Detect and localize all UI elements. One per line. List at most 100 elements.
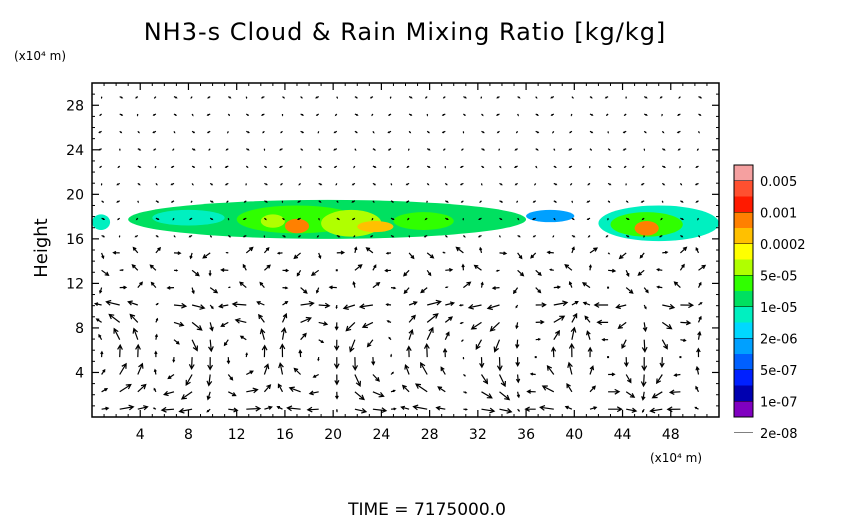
wind-arrow — [679, 263, 685, 271]
wind-arrow — [625, 217, 630, 220]
wind-arrow — [535, 113, 539, 116]
wind-arrow — [493, 339, 501, 353]
wind-arrow — [390, 407, 397, 411]
wind-arrow — [570, 113, 573, 117]
wind-arrow — [173, 96, 178, 99]
vector-dot — [607, 286, 610, 289]
cloud-cell — [260, 214, 285, 228]
wind-arrow — [408, 148, 410, 152]
colorbar-label: 2e-06 — [760, 332, 798, 347]
colorbar-swatch — [734, 354, 753, 370]
wind-arrow — [282, 286, 289, 290]
wind-arrow — [280, 130, 283, 134]
wind-arrow — [333, 148, 338, 151]
wind-arrow — [227, 235, 232, 238]
wind-arrow — [385, 251, 392, 255]
wind-arrow — [535, 337, 542, 341]
wind-arrow — [571, 312, 578, 323]
wind-arrow — [353, 235, 356, 238]
wind-arrow — [571, 234, 576, 238]
wind-arrow — [117, 217, 121, 221]
wind-arrow — [584, 315, 591, 323]
wind-arrow — [408, 252, 415, 260]
wind-arrow — [191, 304, 206, 310]
wind-arrow — [462, 218, 465, 221]
x-tick-label: 24 — [372, 427, 390, 443]
wind-arrow — [679, 183, 683, 186]
wind-arrow — [553, 217, 556, 221]
wind-arrow — [695, 246, 700, 254]
wind-arrow — [228, 96, 232, 99]
wind-arrow — [118, 235, 121, 238]
wind-arrow — [442, 96, 446, 99]
wind-arrow — [498, 148, 501, 152]
wind-arrow — [276, 406, 283, 410]
wind-arrow — [661, 130, 665, 134]
wind-arrow — [354, 264, 363, 271]
colorbar-swatch — [734, 322, 753, 339]
wind-arrow — [135, 96, 139, 99]
wind-arrow — [617, 321, 627, 329]
wind-arrow — [656, 374, 663, 385]
wind-arrow — [445, 200, 449, 203]
wind-arrow — [316, 235, 320, 238]
wind-arrow — [641, 408, 645, 413]
wind-arrow — [336, 250, 346, 255]
wind-arrow — [372, 264, 377, 271]
wind-arrow — [207, 96, 211, 99]
wind-arrow — [312, 373, 319, 378]
wind-arrow — [225, 251, 229, 254]
wind-arrow — [99, 287, 103, 294]
wind-arrow — [550, 346, 557, 358]
wind-arrow — [607, 200, 611, 203]
wind-arrow — [152, 113, 157, 116]
colorbar-swatch — [734, 180, 753, 197]
wind-arrow — [517, 96, 521, 99]
wind-arrow — [263, 235, 266, 238]
time-label: TIME = 7175000.0 — [347, 500, 506, 519]
wind-arrow — [426, 113, 429, 117]
wind-arrow — [481, 407, 496, 414]
wind-arrow — [372, 148, 376, 151]
wind-arrow — [400, 405, 410, 411]
wind-arrow — [372, 281, 381, 289]
wind-arrow — [515, 339, 520, 349]
cloud-cell — [92, 214, 111, 230]
wind-arrow — [535, 96, 538, 99]
wind-arrow — [420, 361, 428, 375]
wind-arrow — [442, 347, 448, 358]
wind-arrow — [462, 131, 465, 134]
wind-arrow — [480, 374, 489, 385]
wind-arrow — [172, 217, 175, 221]
wind-arrow — [455, 246, 464, 254]
wind-arrow — [191, 339, 198, 352]
wind-arrow — [463, 113, 466, 117]
wind-arrow — [155, 317, 159, 323]
wind-arrow — [318, 321, 329, 326]
wind-arrow — [641, 391, 646, 401]
wind-arrow — [571, 246, 575, 254]
wind-arrow — [95, 318, 102, 323]
wind-arrow — [426, 269, 432, 277]
wind-arrow — [479, 357, 485, 369]
wind-arrow — [615, 303, 627, 310]
wind-arrow — [444, 166, 447, 169]
wind-arrow — [335, 183, 338, 186]
y-tick-label: 28 — [66, 98, 84, 114]
wind-arrow — [643, 304, 647, 310]
wind-arrow — [224, 165, 229, 168]
wind-arrow — [626, 407, 638, 413]
wind-arrow — [191, 269, 200, 277]
wind-arrow — [189, 252, 193, 260]
colorbar-label: 0.005 — [760, 175, 797, 190]
wind-arrow — [571, 301, 579, 306]
vector-dot — [534, 356, 537, 359]
wind-arrow — [137, 362, 144, 375]
wind-arrow — [668, 389, 681, 395]
wind-arrow — [100, 350, 104, 358]
wind-arrow — [127, 300, 138, 306]
x-tick-label: 12 — [228, 427, 246, 443]
wind-arrow — [426, 182, 430, 186]
wind-arrow — [336, 234, 341, 238]
wind-arrow — [119, 268, 125, 272]
